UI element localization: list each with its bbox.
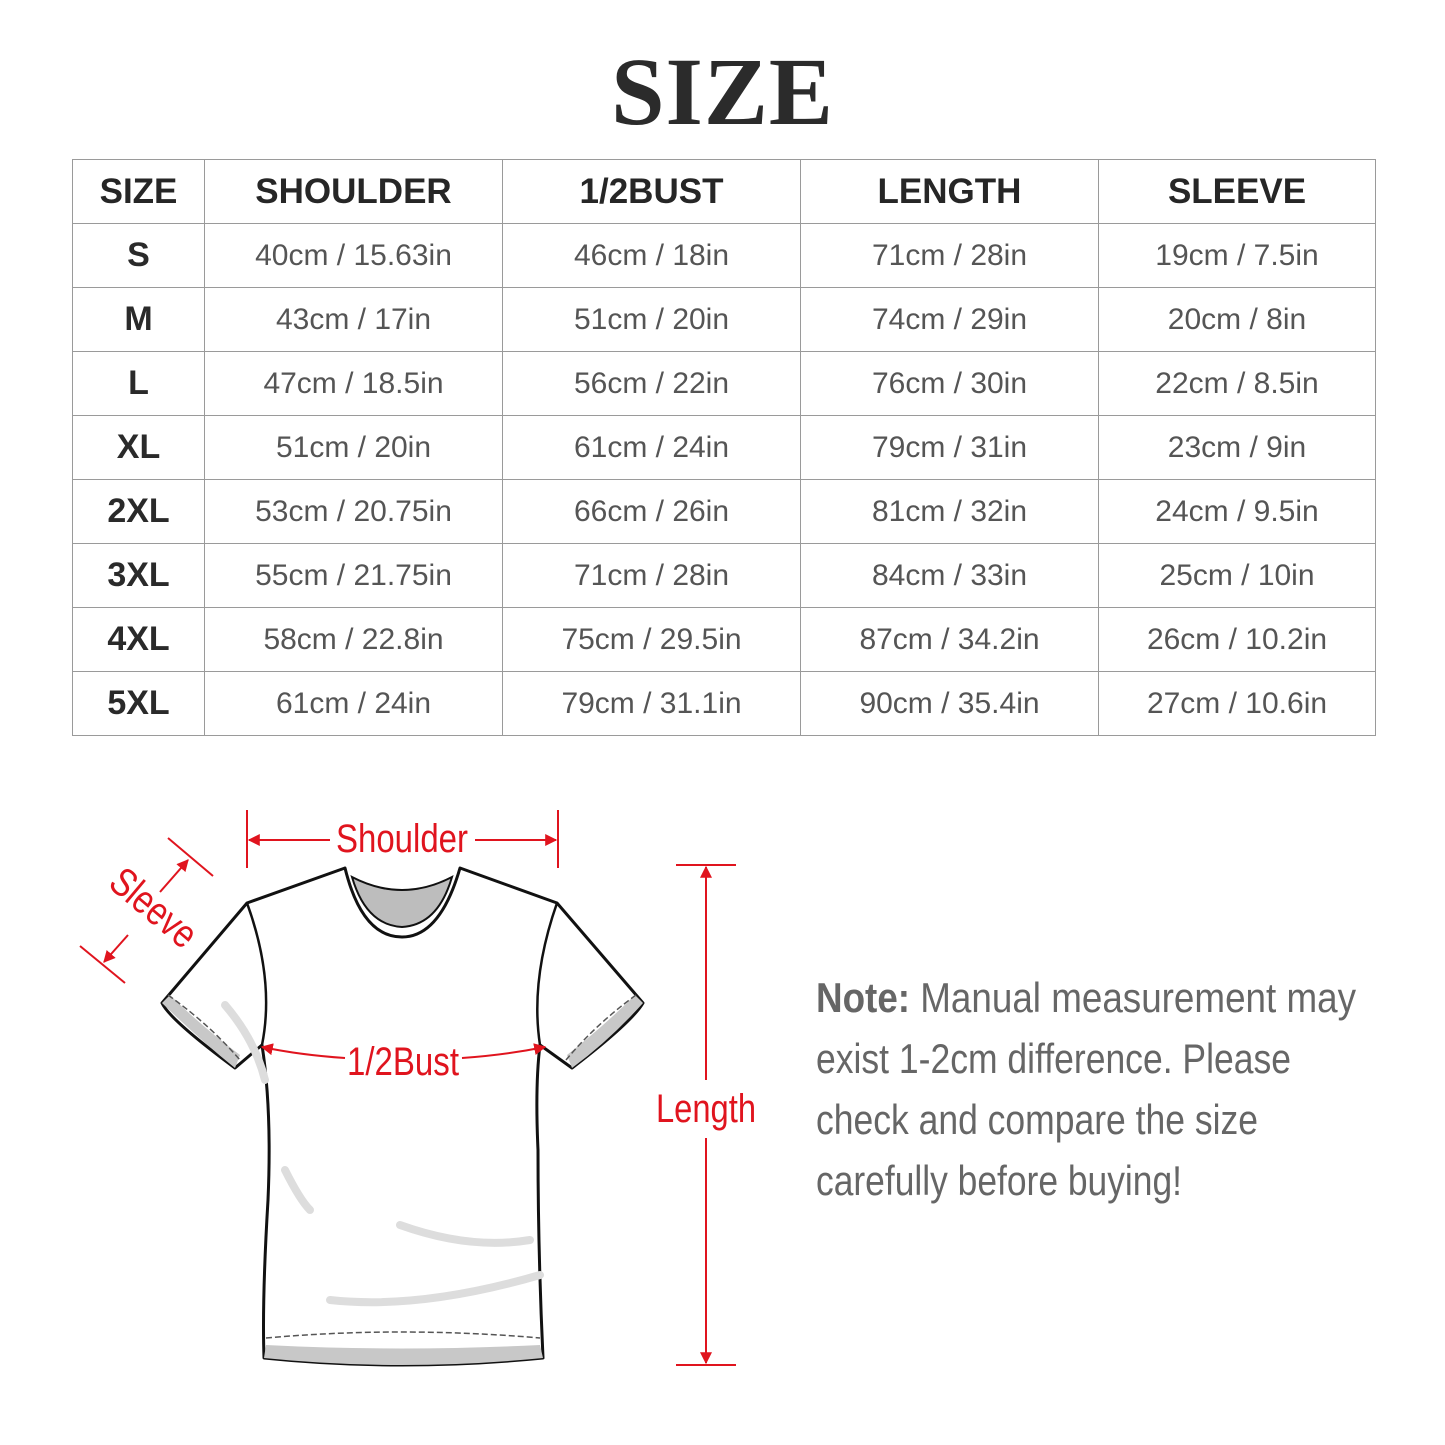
note-line: check and compare the size bbox=[816, 1096, 1258, 1143]
measurement-cell: 43cm / 17in bbox=[204, 287, 503, 352]
measurement-cell: 58cm / 22.8in bbox=[204, 607, 503, 672]
measurement-cell: 51cm / 20in bbox=[204, 415, 503, 480]
measurement-cell: 61cm / 24in bbox=[204, 671, 503, 736]
measurement-cell: 23cm / 9in bbox=[1098, 415, 1376, 480]
measurement-cell: 61cm / 24in bbox=[502, 415, 801, 480]
measurement-cell: 40cm / 15.63in bbox=[204, 223, 503, 288]
table-row: XL 51cm / 20in 61cm / 24in 79cm / 31in 23cm … bbox=[72, 415, 1376, 480]
tshirt-icon bbox=[160, 866, 645, 1367]
table-row: 3XL 55cm / 21.75in 71cm / 28in 84cm / 33in 2… bbox=[72, 543, 1376, 608]
column-header: SLEEVE bbox=[1098, 159, 1376, 224]
measurement-cell: 74cm / 29in bbox=[800, 287, 1099, 352]
measurement-cell: 46cm / 18in bbox=[502, 223, 801, 288]
measurement-cell: 75cm / 29.5in bbox=[502, 607, 801, 672]
measurement-cell: 79cm / 31in bbox=[800, 415, 1099, 480]
column-header: LENGTH bbox=[800, 159, 1099, 224]
measurement-cell: 25cm / 10in bbox=[1098, 543, 1376, 608]
measurement-cell: 66cm / 26in bbox=[502, 479, 801, 544]
page-title: SIZE bbox=[611, 38, 834, 145]
measurement-cell: 81cm / 32in bbox=[800, 479, 1099, 544]
size-cell: L bbox=[72, 351, 205, 416]
table-row: L 47cm / 18.5in 56cm / 22in 76cm / 30in 22cm… bbox=[72, 351, 1376, 416]
size-cell: S bbox=[72, 223, 205, 288]
svg-text:Note: Manual measurement may: Note: Manual measurement may bbox=[816, 974, 1356, 1021]
measurement-cell: 55cm / 21.75in bbox=[204, 543, 503, 608]
measurement-cell: 90cm / 35.4in bbox=[800, 671, 1099, 736]
note-line: exist 1-2cm difference. Please bbox=[816, 1035, 1291, 1082]
note-line: carefully before buying! bbox=[816, 1157, 1182, 1204]
column-header: 1/2BUST bbox=[502, 159, 801, 224]
measurement-cell: 76cm / 30in bbox=[800, 351, 1099, 416]
measurement-cell: 24cm / 9.5in bbox=[1098, 479, 1376, 544]
measurement-cell: 71cm / 28in bbox=[502, 543, 801, 608]
table-header-row: SIZE SHOULDER 1/2BUST LENGTH SLEEVE bbox=[72, 159, 1376, 224]
measurement-cell: 53cm / 20.75in bbox=[204, 479, 503, 544]
size-cell: 3XL bbox=[72, 543, 205, 608]
measurement-cell: 19cm / 7.5in bbox=[1098, 223, 1376, 288]
note-label: Note: bbox=[816, 974, 910, 1021]
measurement-cell: 27cm / 10.6in bbox=[1098, 671, 1376, 736]
table-row: M 43cm / 17in 51cm / 20in 74cm / 29in 20cm /… bbox=[72, 287, 1376, 352]
size-cell: 4XL bbox=[72, 607, 205, 672]
size-cell: 5XL bbox=[72, 671, 205, 736]
measurement-cell: 47cm / 18.5in bbox=[204, 351, 503, 416]
length-label: Length bbox=[656, 1087, 756, 1131]
column-header: SIZE bbox=[72, 159, 205, 224]
table-row: S 40cm / 15.63in 46cm / 18in 71cm / 28in 19c… bbox=[72, 223, 1376, 288]
sleeve-label: Sleeve bbox=[101, 859, 206, 957]
size-table: SIZE SHOULDER 1/2BUST LENGTH SLEEVE S 40cm / … bbox=[72, 159, 1376, 736]
size-cell: M bbox=[72, 287, 205, 352]
shoulder-label: Shoulder bbox=[336, 817, 468, 861]
measurement-cell: 84cm / 33in bbox=[800, 543, 1099, 608]
note: Note: Manual measurement may exist 1-2cm… bbox=[816, 974, 1356, 1204]
size-cell: 2XL bbox=[72, 479, 205, 544]
measurement-cell: 51cm / 20in bbox=[502, 287, 801, 352]
bust-label: 1/2Bust bbox=[347, 1040, 459, 1084]
measurement-lines bbox=[79, 810, 736, 1366]
measurement-cell: 22cm / 8.5in bbox=[1098, 351, 1376, 416]
table-row: 2XL 53cm / 20.75in 66cm / 26in 81cm / 32in 2… bbox=[72, 479, 1376, 544]
measurement-cell: 20cm / 8in bbox=[1098, 287, 1376, 352]
measurement-cell: 26cm / 10.2in bbox=[1098, 607, 1376, 672]
note-line: Manual measurement may bbox=[910, 974, 1356, 1021]
measurement-cell: 79cm / 31.1in bbox=[502, 671, 801, 736]
table-row: 5XL 61cm / 24in 79cm / 31.1in 90cm / 35.4in… bbox=[72, 671, 1376, 736]
measurement-cell: 56cm / 22in bbox=[502, 351, 801, 416]
